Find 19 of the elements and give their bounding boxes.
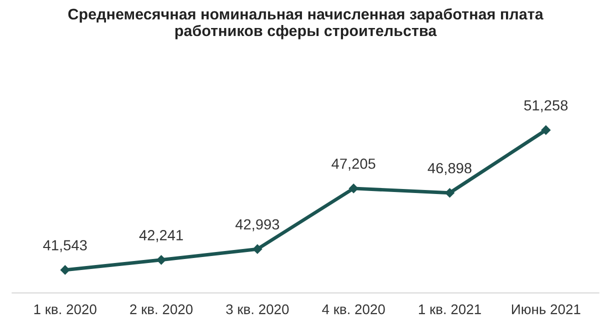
data-label: 42,993 [235, 219, 280, 232]
data-label: 47,205 [332, 158, 376, 171]
data-label: 46,898 [428, 162, 472, 176]
data-label: 51,258 [524, 100, 568, 112]
x-tick-label: 1 кв. 2021 [418, 304, 481, 314]
x-tick-label: 2 кв. 2020 [130, 304, 193, 314]
chart-title: Среднемесячная номинальная начисленная заработная плата работников сферы строительства [68, 8, 544, 40]
x-tick-label: Июнь 2021 [512, 304, 580, 314]
x-tick-label: 1 кв. 2020 [34, 304, 96, 314]
point [252, 244, 262, 254]
point [348, 184, 358, 194]
data-label: 42,241 [139, 230, 183, 242]
point [445, 188, 454, 198]
point [541, 125, 551, 135]
point [60, 265, 70, 275]
data-label: 41,543 [43, 240, 87, 252]
x-tick-label: 3 кв. 2020 [226, 304, 289, 314]
point [156, 255, 166, 265]
x-tick-label: 4 кв. 2020 [322, 304, 385, 314]
